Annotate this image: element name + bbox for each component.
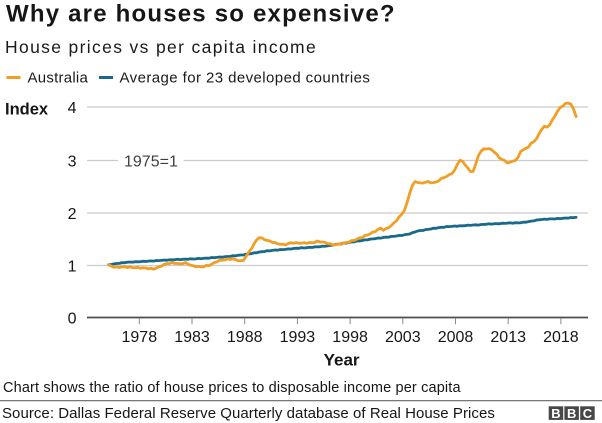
svg-text:3: 3 (68, 153, 77, 170)
svg-text:Source: Dallas Federal Reserve: Source: Dallas Federal Reserve Quarterly… (2, 405, 495, 422)
svg-text:1993: 1993 (280, 329, 316, 346)
svg-text:Chart shows the ratio of house: Chart shows the ratio of house prices to… (3, 380, 461, 396)
svg-text:Average for 23 developed count: Average for 23 developed countries (120, 70, 371, 87)
svg-text:1978: 1978 (122, 329, 158, 346)
svg-text:Why are houses so expensive?: Why are houses so expensive? (6, 1, 396, 28)
svg-text:1975=1: 1975=1 (124, 153, 178, 170)
svg-text:Year: Year (324, 351, 360, 370)
svg-text:2013: 2013 (490, 329, 526, 346)
svg-text:B: B (551, 406, 560, 421)
svg-text:C: C (583, 406, 593, 421)
svg-text:B: B (567, 406, 576, 421)
svg-text:1988: 1988 (227, 329, 263, 346)
svg-text:House prices vs per capita inc: House prices vs per capita income (5, 37, 317, 57)
svg-text:2: 2 (68, 206, 77, 223)
svg-text:2003: 2003 (385, 329, 421, 346)
svg-text:1983: 1983 (174, 329, 210, 346)
svg-text:2008: 2008 (438, 329, 474, 346)
svg-text:Australia: Australia (28, 70, 89, 87)
svg-text:1998: 1998 (332, 329, 368, 346)
svg-text:0: 0 (68, 310, 77, 327)
svg-text:2018: 2018 (543, 329, 579, 346)
svg-text:1: 1 (68, 258, 77, 275)
svg-text:Index: Index (5, 101, 49, 119)
svg-text:4: 4 (68, 100, 77, 117)
